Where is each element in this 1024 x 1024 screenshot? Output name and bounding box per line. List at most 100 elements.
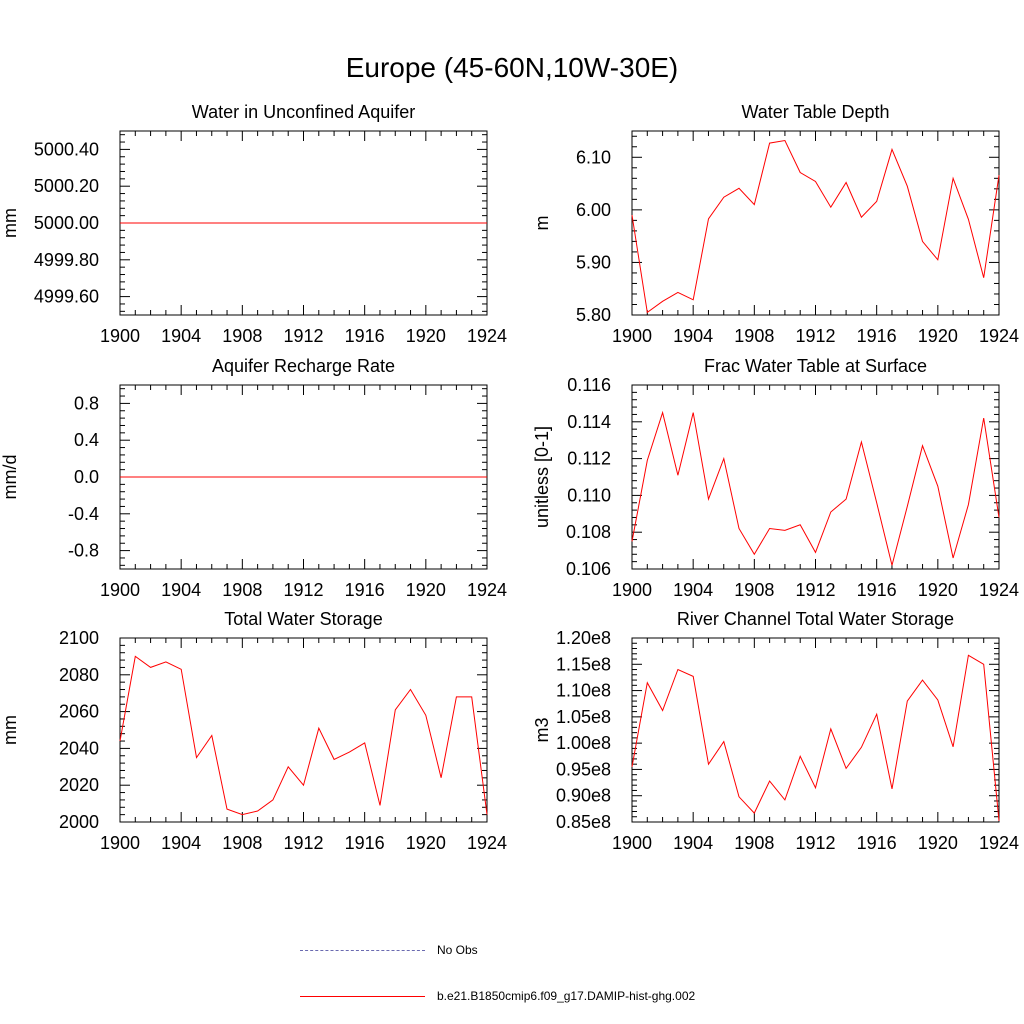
panel-6-ytick-label: 1.05e8 [556, 707, 611, 727]
panel-3-ytick-label: 0.8 [74, 393, 99, 413]
panel-2-title: Water Table Depth [741, 102, 889, 122]
panel-6: River Channel Total Water Storage m3 1900 1… [532, 609, 1019, 853]
panel-5-xtick-label: 1904 [161, 833, 201, 853]
legend: No Obs b.e21.B1850cmip6.f09_g17.DAMIP-hi… [300, 930, 1000, 1020]
panel-5-xtick-label: 1924 [467, 833, 507, 853]
panel-5-xtick-label: 1900 [100, 833, 140, 853]
panel-1-ytick-label: 4999.80 [34, 250, 99, 270]
panel-6-ytick-label: 1.00e8 [556, 733, 611, 753]
panel-2-xtick-label: 1908 [734, 326, 774, 346]
panel-6-ytick-label: 0.85e8 [556, 812, 611, 832]
panel-3-xtick-label: 1908 [222, 580, 262, 600]
panel-4: Frac Water Table at Surface unitless [0-1… [532, 356, 1019, 600]
panel-2-xtick-label: 1912 [795, 326, 835, 346]
panel-4-ytick-label: 0.106 [566, 559, 611, 579]
panel-6-title: River Channel Total Water Storage [677, 609, 954, 629]
panel-2-ytick-label: 5.90 [576, 252, 611, 272]
panel-2-series-line [631, 139, 1000, 314]
panel-5-ytick-label: 2000 [59, 812, 99, 832]
legend-swatch-obs [300, 949, 425, 951]
panel-4-xtick-label: 1920 [918, 580, 958, 600]
panel-5-title: Total Water Storage [224, 609, 382, 629]
panel-1-xtick-label: 1900 [100, 326, 140, 346]
panel-5-frame [119, 637, 488, 823]
panel-6-ylabel: m3 [532, 717, 552, 742]
panel-5-xtick-label: 1916 [345, 833, 385, 853]
panel-6-xtick-label: 1912 [795, 833, 835, 853]
panel-6-ytick-label: 1.20e8 [556, 628, 611, 648]
panel-2: Water Table Depth m 1900 1904 1908 1912 1916 19… [532, 102, 1019, 346]
panel-5: Total Water Storage mm 1900 1904 1908 1912 191… [0, 609, 507, 853]
panel-3-xtick-label: 1924 [467, 580, 507, 600]
panel-1-ytick-label: 5000.40 [34, 139, 99, 159]
panel-3-xtick-label: 1912 [283, 580, 323, 600]
figure-title: Europe (45-60N,10W-30E) [345, 52, 679, 83]
panel-2-ytick-label: 6.00 [576, 200, 611, 220]
panel-6-xtick-label: 1920 [918, 833, 958, 853]
panel-3-ytick-label: -0.4 [68, 504, 99, 524]
panel-6-frame [631, 637, 1000, 823]
legend-item-model: b.e21.B1850cmip6.f09_g17.DAMIP-hist-ghg.… [300, 986, 695, 1006]
panel-3-ytick-label: 0.4 [74, 430, 99, 450]
panel-5-ytick-label: 2040 [59, 738, 99, 758]
panel-3: Aquifer Recharge Rate mm/d 1900 1904 1908 191… [0, 356, 507, 600]
panel-4-xtick-label: 1900 [612, 580, 652, 600]
panel-4-series-line [631, 410, 1000, 566]
panel-6-series-line [631, 654, 1000, 821]
panel-6-ytick-label: 1.10e8 [556, 681, 611, 701]
panel-2-xtick-label: 1916 [857, 326, 897, 346]
panel-6-xtick-label: 1916 [857, 833, 897, 853]
panel-4-ytick-label: 0.114 [567, 412, 611, 432]
panel-1-xtick-label: 1920 [406, 326, 446, 346]
panel-6-ytick-label: 0.90e8 [556, 786, 611, 806]
panel-1-ytick-label: 5000.20 [34, 176, 99, 196]
panel-4-ylabel: unitless [0-1] [532, 426, 552, 528]
panel-5-ytick-label: 2080 [59, 665, 99, 685]
panel-5-ylabel: mm [0, 715, 20, 745]
panel-2-xtick-label: 1920 [918, 326, 958, 346]
panel-5-ytick-label: 2060 [59, 702, 99, 722]
panel-3-ytick-label: -0.8 [68, 541, 99, 561]
panel-2-xtick-label: 1924 [979, 326, 1019, 346]
panel-3-xtick-label: 1904 [161, 580, 201, 600]
panel-6-xtick-label: 1908 [734, 833, 774, 853]
panel-5-ytick-label: 2100 [59, 628, 99, 648]
panel-1-ylabel: mm [0, 208, 20, 238]
panel-1: Water in Unconfined Aquifer mm 1900 1904 190… [0, 102, 507, 346]
panel-3-ylabel: mm/d [0, 455, 20, 500]
panel-5-ytick-label: 2020 [59, 775, 99, 795]
panel-3-title: Aquifer Recharge Rate [212, 356, 395, 376]
panel-6-xtick-label: 1924 [979, 833, 1019, 853]
panel-1-ytick-label: 4999.60 [34, 287, 99, 307]
panel-3-xtick-label: 1900 [100, 580, 140, 600]
panel-2-ytick-label: 5.80 [576, 305, 611, 325]
panel-4-xtick-label: 1908 [734, 580, 774, 600]
panel-3-ytick-label: 0.0 [74, 467, 99, 487]
panel-4-ytick-label: 0.112 [567, 449, 611, 469]
panel-5-xtick-label: 1912 [283, 833, 323, 853]
panel-1-xtick-label: 1916 [345, 326, 385, 346]
panel-4-frame [631, 384, 1000, 570]
legend-item-obs: No Obs [300, 940, 478, 960]
panel-6-ytick-label: 1.15e8 [556, 654, 611, 674]
panel-5-xtick-label: 1908 [222, 833, 262, 853]
panel-6-xtick-label: 1900 [612, 833, 652, 853]
panel-2-frame [631, 130, 1000, 316]
panel-1-ytick-label: 5000.00 [34, 213, 99, 233]
panel-4-xtick-label: 1924 [979, 580, 1019, 600]
panel-4-ytick-label: 0.110 [567, 485, 611, 505]
legend-swatch-model [300, 995, 425, 997]
panel-4-xtick-label: 1912 [795, 580, 835, 600]
panel-4-xtick-label: 1916 [857, 580, 897, 600]
panel-1-xtick-label: 1904 [161, 326, 201, 346]
panel-1-xtick-label: 1924 [467, 326, 507, 346]
panel-6-ytick-label: 0.95e8 [556, 759, 611, 779]
panel-5-xtick-label: 1920 [406, 833, 446, 853]
panel-1-xtick-label: 1912 [283, 326, 323, 346]
panel-1-xtick-label: 1908 [222, 326, 262, 346]
panel-4-title: Frac Water Table at Surface [704, 356, 927, 376]
panel-2-ylabel: m [532, 216, 552, 231]
panel-2-ytick-label: 6.10 [576, 147, 611, 167]
panel-5-series-line [119, 655, 488, 816]
